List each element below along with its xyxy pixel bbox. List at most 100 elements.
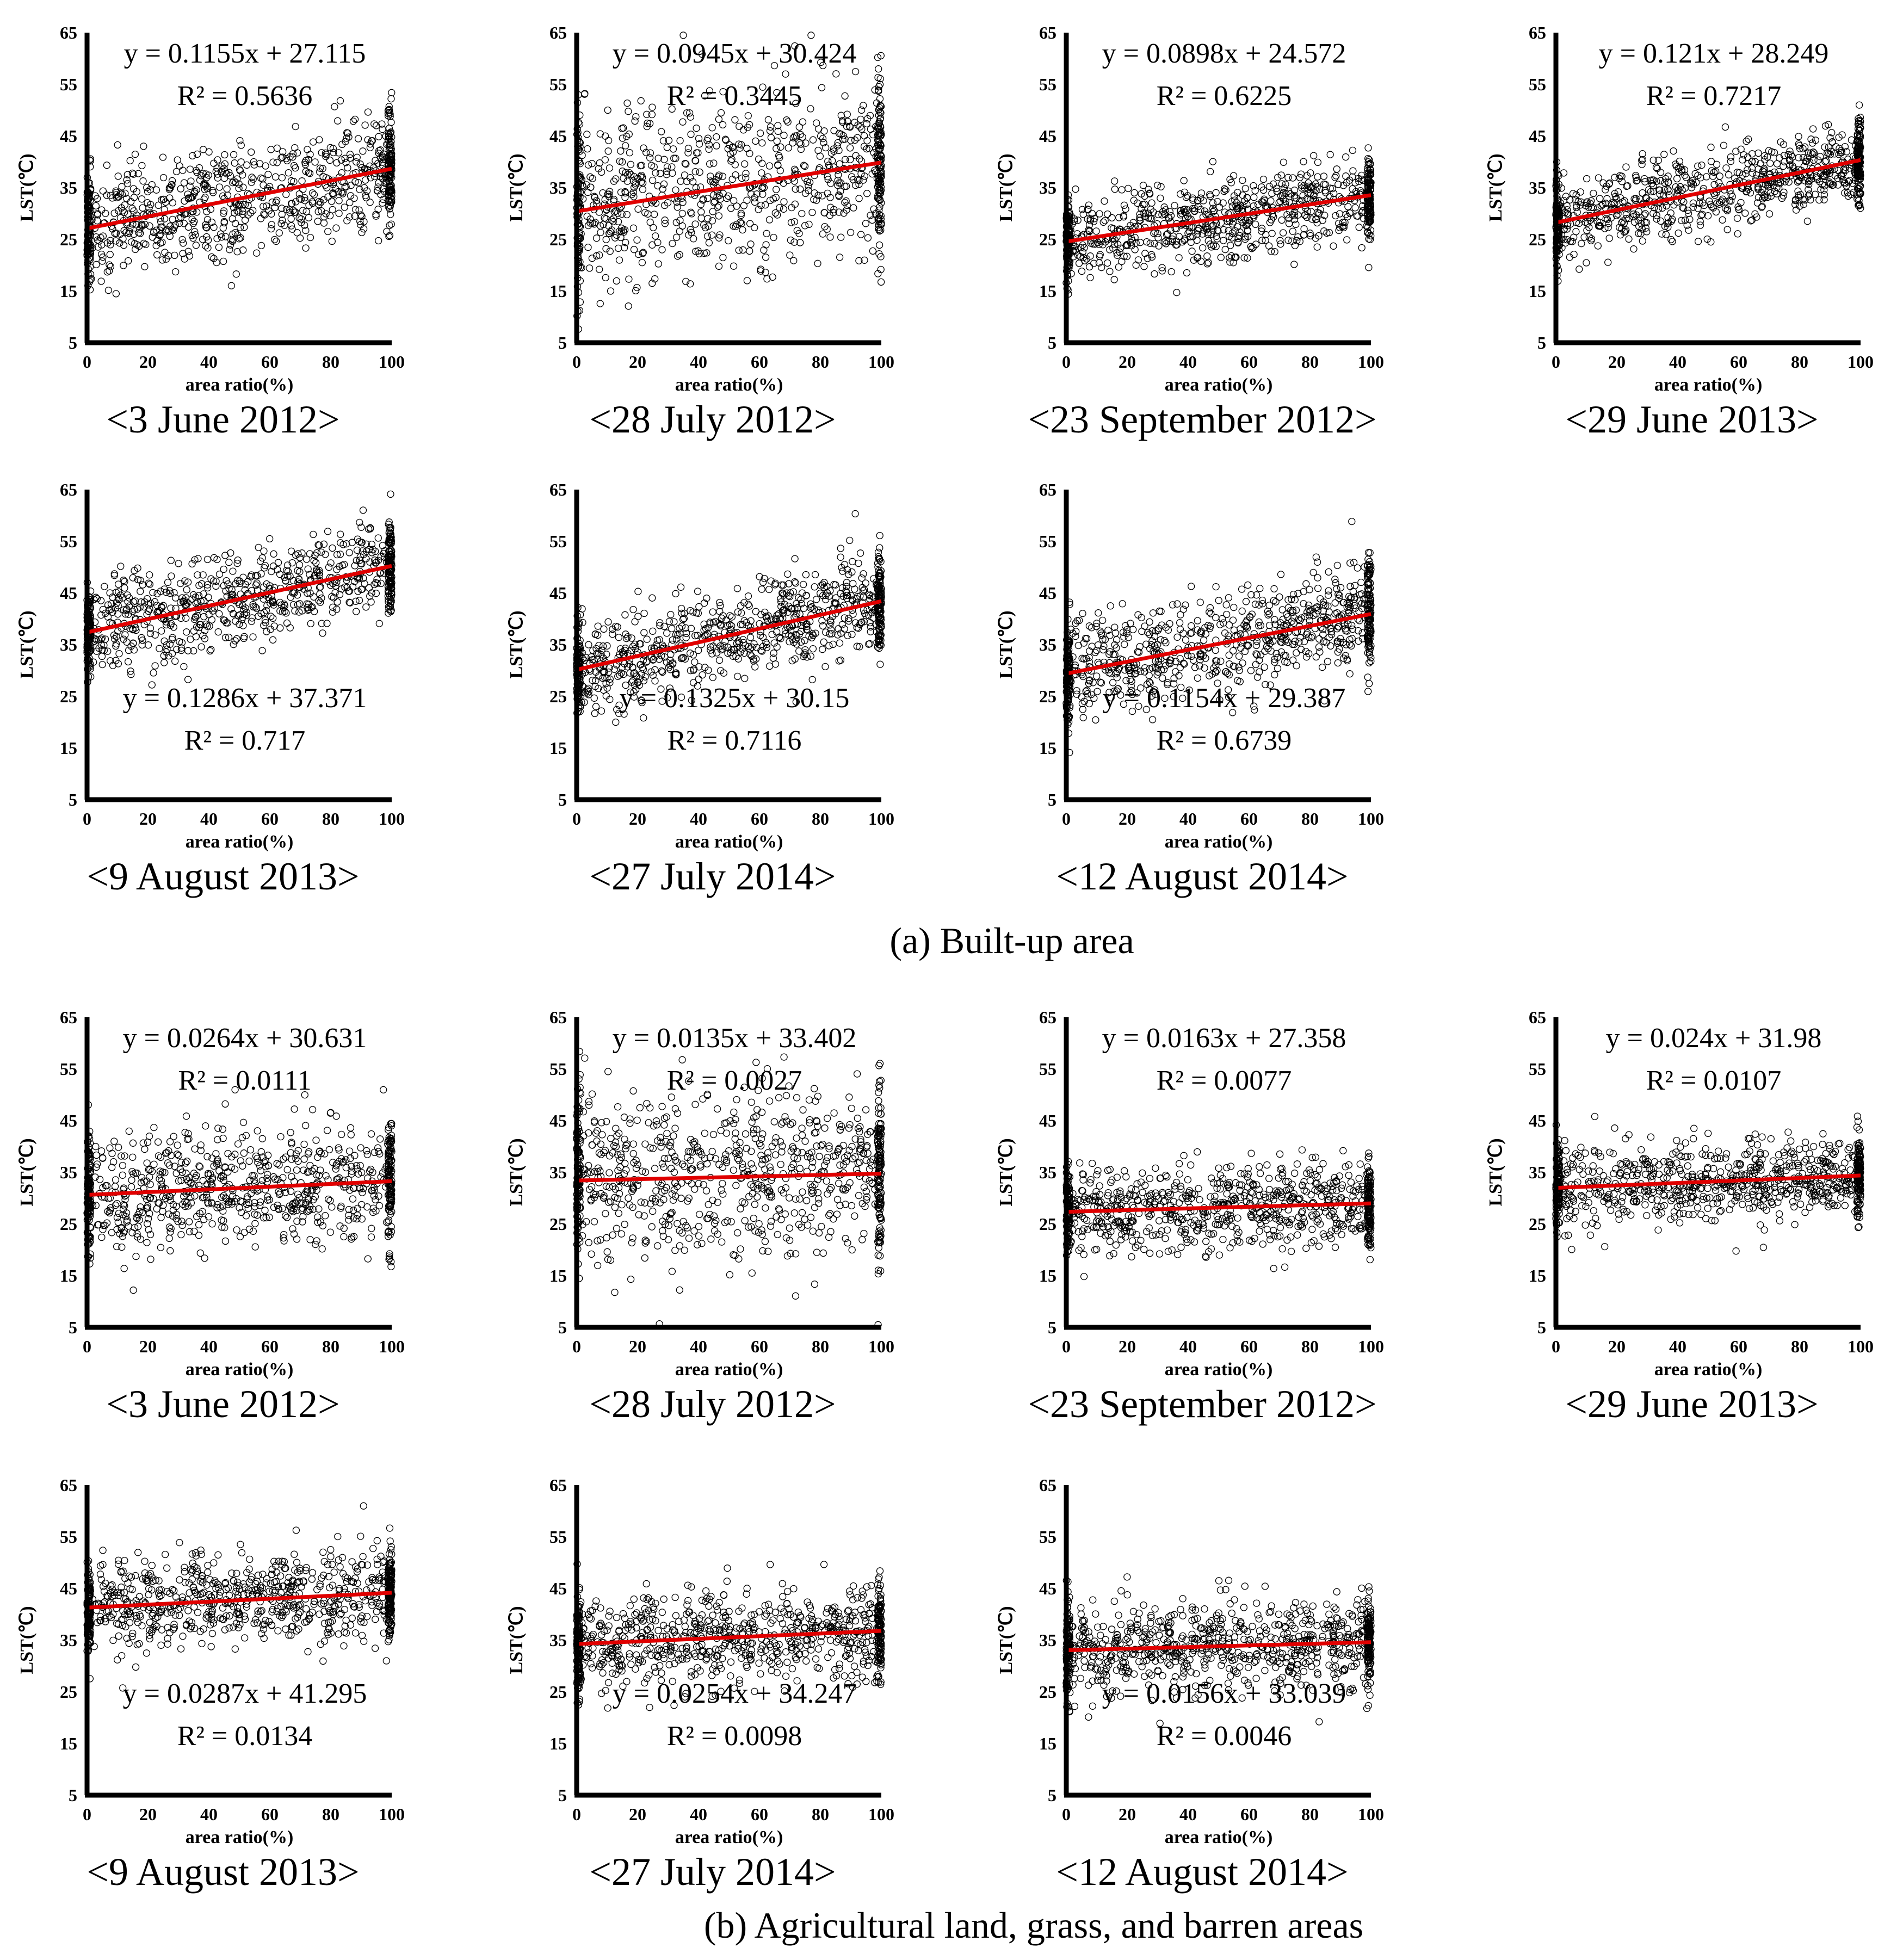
data-point [702,631,710,639]
data-point [817,59,825,66]
data-point [229,236,237,244]
data-point [200,181,207,189]
data-point [1821,172,1828,181]
data-point [1748,216,1756,224]
data-point [737,209,745,217]
y-tick-label: 45 [60,126,77,146]
data-point [243,609,250,616]
data-point [289,577,298,585]
data-point [1596,219,1604,226]
data-point [767,577,775,585]
data-point [257,242,265,250]
data-point [1583,259,1590,267]
y-tick-label: 35 [1039,178,1056,197]
data-point [129,170,138,178]
data-point [1158,264,1166,271]
data-point [281,608,289,615]
x-tick-label: 20 [629,352,646,372]
x-axis-label: area ratio(%) [1654,375,1763,395]
data-point [202,242,209,250]
data-point [856,643,863,651]
data-point [114,627,122,635]
data-point [367,598,375,606]
data-point [1618,225,1626,232]
data-point [710,159,718,167]
data-point [116,239,123,247]
data-point [235,184,243,192]
data-point [107,600,115,608]
data-point [98,652,106,660]
data-point [90,596,98,603]
data-point [1197,194,1204,202]
data-point [388,196,396,203]
data-point [195,164,203,172]
data-point [1853,138,1861,145]
data-point [649,627,657,635]
data-point [1364,158,1372,166]
data-point [1209,242,1218,249]
data-point [843,122,851,130]
data-point [93,595,101,603]
data-point [316,164,324,172]
data-point [166,589,174,597]
data-point [356,186,363,193]
data-point [288,200,295,207]
chart-title: <29 June 2013> [1565,398,1819,441]
data-point [1358,175,1366,183]
data-point [832,594,840,602]
data-point [1622,215,1630,222]
data-point [1743,138,1750,145]
data-point [610,177,618,185]
data-point [836,253,844,261]
data-point [114,610,122,618]
data-point [614,623,621,631]
data-point [646,154,654,162]
data-point [269,158,277,166]
data-point [613,277,620,285]
data-point [366,558,374,566]
data-point [97,611,105,619]
data-point [855,257,863,264]
data-point [1675,229,1682,237]
data-point [1760,152,1768,160]
data-point [275,229,283,237]
data-point [168,177,176,184]
data-point [1820,186,1828,194]
data-point [343,217,351,225]
data-point [159,602,167,609]
data-point [163,641,170,649]
data-point [1761,156,1769,164]
trend-line [576,160,882,213]
data-point [1154,230,1161,238]
data-point [1726,197,1733,205]
data-point [1754,194,1763,201]
data-point [739,126,747,134]
data-point [1707,238,1715,246]
data-point [232,580,239,588]
data-point [131,567,138,574]
data-point [1832,143,1840,151]
data-point [1182,208,1189,217]
y-tick-label: 55 [1529,75,1546,94]
data-point [690,235,697,243]
data-point [1585,233,1593,241]
data-point [169,199,176,207]
data-point [1732,147,1740,155]
data-point [194,555,202,562]
data-point [115,650,123,658]
data-point [1141,250,1149,257]
data-point [142,240,150,249]
data-point [767,123,775,131]
data-point [235,208,243,216]
data-point [388,198,396,206]
data-point [315,567,323,574]
data-point [176,219,183,227]
y-tick-label: 15 [60,281,77,301]
data-point [329,608,337,616]
data-point [1091,240,1099,248]
data-point [867,628,874,635]
data-point [133,188,140,196]
data-point [751,224,758,232]
data-point [650,163,658,171]
data-point [722,137,730,144]
